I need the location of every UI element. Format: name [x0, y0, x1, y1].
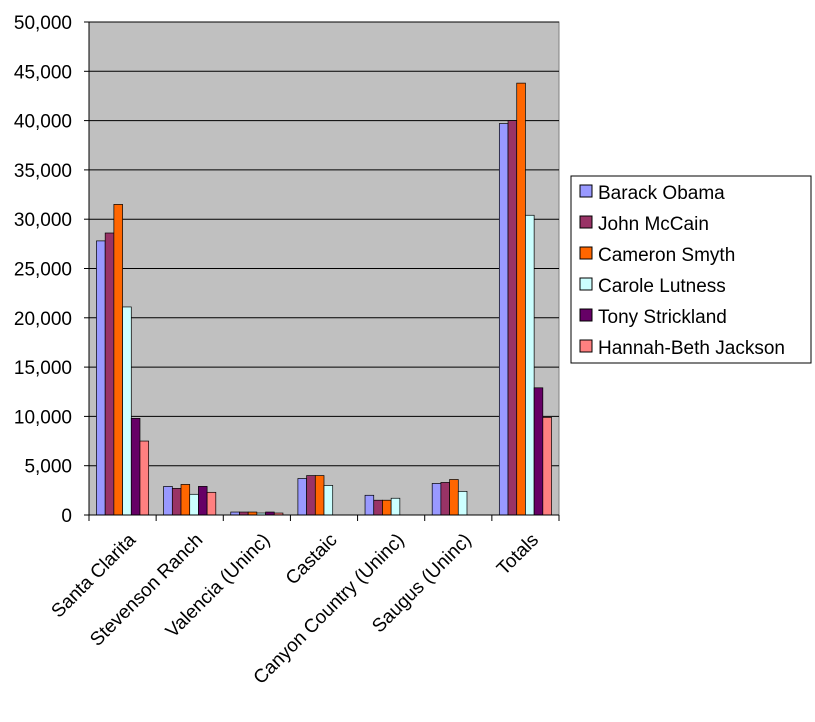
bar-cameron-smyth-5	[449, 479, 459, 516]
legend-swatch	[579, 246, 593, 260]
y-tick-label: 50,000	[14, 13, 72, 34]
bar-cameron-smyth-6	[516, 82, 526, 516]
legend-swatch	[579, 215, 593, 229]
bar-john-mccain-6	[507, 120, 518, 516]
bar-barack-obama-4	[364, 494, 375, 516]
legend-label: Tony Strickland	[598, 307, 727, 328]
bar-carole-lutness-4	[390, 497, 401, 516]
bar-barack-obama-3	[297, 478, 307, 516]
bar-john-mccain-0	[104, 232, 115, 516]
y-tick-label: 25,000	[14, 260, 72, 281]
bar-hannah-beth-jackson-1	[206, 491, 217, 516]
legend-label: Barack Obama	[598, 183, 725, 204]
bar-john-mccain-1	[171, 488, 182, 516]
legend-swatch	[579, 277, 593, 291]
bar-carole-lutness-0	[122, 306, 132, 516]
legend-label: John McCain	[598, 214, 709, 235]
y-axis-ticks: 0 5,000 10,000 15,000 20,000 25,000 30,000 35,0…	[14, 13, 89, 527]
y-tick-label: 35,000	[14, 161, 72, 182]
bar-barack-obama-1	[163, 486, 173, 516]
y-tick-label: 10,000	[14, 407, 72, 428]
y-tick-label: 30,000	[14, 210, 72, 231]
y-tick-label: 20,000	[14, 309, 72, 330]
bar-cameron-smyth-0	[113, 204, 123, 516]
y-tick-label: 40,000	[14, 112, 72, 133]
bar-carole-lutness-3	[323, 485, 334, 516]
bar-cameron-smyth-3	[314, 475, 325, 516]
bar-john-mccain-3	[306, 475, 316, 516]
legend-label: Carole Lutness	[598, 276, 726, 297]
y-tick-label: 0	[61, 506, 72, 527]
bar-barack-obama-0	[96, 240, 106, 516]
y-tick-label: 5,000	[24, 457, 72, 478]
bar-tony-strickland-1	[198, 486, 208, 516]
bar-john-mccain-5	[440, 482, 450, 516]
bar-cameron-smyth-1	[180, 484, 191, 516]
x-tick-label: Totals	[493, 530, 543, 580]
bar-tony-strickland-6	[533, 387, 544, 516]
x-tick-label: Stevenson Ranch	[86, 530, 207, 651]
bar-barack-obama-6	[498, 123, 509, 516]
y-tick-label: 15,000	[14, 358, 72, 379]
bar-carole-lutness-5	[457, 490, 468, 516]
legend-swatch	[579, 184, 593, 198]
bar-tony-strickland-0	[130, 418, 141, 516]
bar-john-mccain-4	[373, 499, 383, 516]
x-tick-label: Castaic	[282, 530, 342, 590]
bar-cameron-smyth-4	[382, 499, 392, 516]
bar-barack-obama-5	[431, 483, 442, 516]
legend-label: Cameron Smyth	[598, 245, 735, 266]
gridlines	[89, 21, 559, 467]
bar-carole-lutness-1	[189, 493, 199, 516]
y-tick-label: 45,000	[14, 62, 72, 83]
bar-hannah-beth-jackson-6	[542, 417, 552, 516]
legend-swatch	[579, 339, 593, 353]
legend: Barack Obama John McCain Cameron Smyth Caro…	[570, 175, 812, 364]
legend-box	[570, 175, 812, 364]
legend-label: Hannah-Beth Jackson	[598, 338, 785, 359]
bar-carole-lutness-6	[525, 214, 535, 516]
bar-hannah-beth-jackson-0	[139, 440, 150, 516]
legend-swatch	[579, 308, 593, 322]
